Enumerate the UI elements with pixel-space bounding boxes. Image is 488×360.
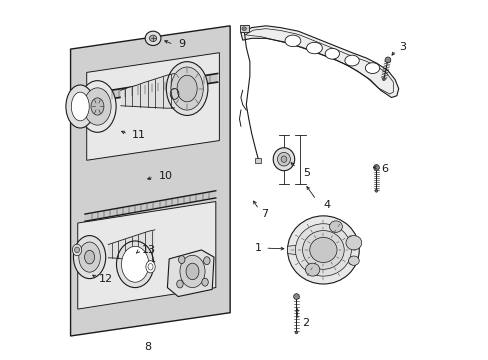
Ellipse shape xyxy=(346,235,361,250)
Ellipse shape xyxy=(71,92,89,121)
Ellipse shape xyxy=(66,85,94,128)
Ellipse shape xyxy=(281,156,286,162)
Text: 9: 9 xyxy=(178,39,185,49)
Ellipse shape xyxy=(145,261,155,273)
Ellipse shape xyxy=(177,75,197,102)
Polygon shape xyxy=(78,202,215,309)
Ellipse shape xyxy=(293,294,299,300)
Bar xyxy=(254,158,261,163)
Ellipse shape xyxy=(242,27,246,31)
Ellipse shape xyxy=(384,57,390,63)
Text: 1: 1 xyxy=(255,243,262,253)
Ellipse shape xyxy=(374,189,377,192)
Text: 11: 11 xyxy=(131,130,145,140)
Polygon shape xyxy=(92,73,217,102)
Ellipse shape xyxy=(365,63,379,73)
Ellipse shape xyxy=(74,247,80,253)
Text: 13: 13 xyxy=(142,245,156,255)
Ellipse shape xyxy=(116,241,153,288)
Ellipse shape xyxy=(285,35,300,46)
Ellipse shape xyxy=(72,244,81,256)
Ellipse shape xyxy=(309,237,336,262)
Ellipse shape xyxy=(294,331,297,334)
Ellipse shape xyxy=(373,165,379,170)
Ellipse shape xyxy=(166,62,207,116)
Ellipse shape xyxy=(91,98,104,115)
Ellipse shape xyxy=(295,224,351,276)
Ellipse shape xyxy=(180,255,204,288)
Ellipse shape xyxy=(203,257,210,265)
Polygon shape xyxy=(287,243,316,257)
Text: 7: 7 xyxy=(260,209,267,219)
Ellipse shape xyxy=(178,256,184,264)
Ellipse shape xyxy=(79,81,116,132)
Ellipse shape xyxy=(302,230,344,269)
Ellipse shape xyxy=(79,242,100,272)
Ellipse shape xyxy=(171,67,203,110)
Text: 5: 5 xyxy=(303,168,310,178)
Ellipse shape xyxy=(84,250,94,264)
Ellipse shape xyxy=(306,42,322,54)
Ellipse shape xyxy=(277,152,290,166)
Ellipse shape xyxy=(83,88,111,125)
Ellipse shape xyxy=(149,35,156,41)
Ellipse shape xyxy=(273,148,294,171)
Text: 10: 10 xyxy=(158,171,172,181)
Text: 6: 6 xyxy=(380,164,387,174)
Text: 12: 12 xyxy=(99,274,113,284)
Text: 3: 3 xyxy=(398,42,405,52)
Polygon shape xyxy=(85,191,215,221)
Ellipse shape xyxy=(121,246,148,282)
Text: 2: 2 xyxy=(301,319,308,328)
Polygon shape xyxy=(241,26,398,98)
Ellipse shape xyxy=(73,235,105,279)
Ellipse shape xyxy=(325,48,339,59)
Ellipse shape xyxy=(344,55,359,66)
Ellipse shape xyxy=(329,221,342,232)
Ellipse shape xyxy=(287,216,359,284)
Polygon shape xyxy=(167,250,214,297)
Ellipse shape xyxy=(145,31,161,45)
Text: 4: 4 xyxy=(323,200,330,210)
Ellipse shape xyxy=(305,263,319,276)
Ellipse shape xyxy=(382,78,385,81)
Polygon shape xyxy=(70,26,230,336)
Ellipse shape xyxy=(176,280,183,288)
Ellipse shape xyxy=(202,278,208,286)
Text: 8: 8 xyxy=(144,342,151,352)
Ellipse shape xyxy=(348,256,359,265)
Polygon shape xyxy=(121,73,174,108)
Polygon shape xyxy=(108,230,155,261)
Bar xyxy=(239,25,248,32)
Ellipse shape xyxy=(185,263,199,280)
Polygon shape xyxy=(86,53,219,160)
